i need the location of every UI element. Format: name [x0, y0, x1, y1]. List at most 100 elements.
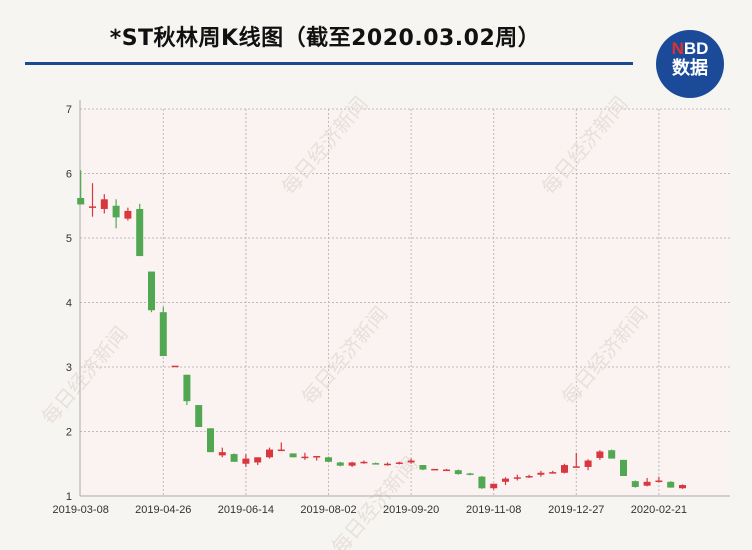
candle-body	[608, 450, 616, 459]
y-tick-label: 4	[66, 298, 72, 310]
candle-body	[395, 462, 403, 464]
candle	[242, 454, 250, 467]
title-underline	[25, 62, 633, 65]
candle-body	[490, 483, 498, 489]
candle	[384, 462, 391, 466]
candle-body	[372, 463, 380, 465]
candle-body	[148, 271, 155, 311]
candle	[537, 470, 545, 477]
axes: 1 2 3 4 5 6 7 2019-03-08 2019-04-26 2019-06-14 201…	[53, 100, 730, 516]
x-tick-label: 2019-12-27	[548, 504, 604, 516]
candle	[525, 474, 533, 478]
candle	[584, 459, 592, 471]
candle	[655, 476, 663, 483]
candle-body	[183, 374, 191, 402]
candle	[277, 442, 285, 452]
candle-body	[443, 469, 450, 472]
candle	[360, 460, 368, 464]
candle-body	[313, 456, 321, 458]
candle-body	[230, 454, 238, 462]
candle-body	[667, 481, 675, 488]
candle	[136, 203, 144, 257]
candle	[631, 480, 639, 488]
candle-body	[407, 460, 415, 463]
candle-body	[100, 199, 108, 209]
candle-body	[419, 465, 427, 470]
logo-brand: NBD	[656, 40, 724, 58]
logo-bd: BD	[683, 39, 709, 58]
candle	[77, 170, 85, 205]
candle	[478, 476, 486, 489]
x-tick-label: 2020-02-21	[631, 504, 687, 516]
y-tick-label: 5	[66, 233, 72, 245]
candle-body	[572, 466, 580, 468]
candle-body	[207, 428, 214, 453]
candle	[502, 477, 509, 486]
candle	[620, 459, 627, 477]
candle-body	[171, 365, 179, 368]
candle	[171, 365, 179, 368]
candle	[183, 374, 191, 406]
candle-body	[242, 458, 250, 464]
candle-body	[136, 208, 144, 257]
candle	[549, 470, 557, 474]
candle-body	[124, 210, 132, 219]
candle	[572, 452, 580, 468]
candle-body	[348, 462, 356, 466]
candle-body	[77, 198, 85, 205]
candle-body	[502, 478, 509, 482]
candle	[679, 484, 686, 489]
candle	[596, 450, 604, 460]
chart-title: *ST秋林周K线图（截至2020.03.02周）	[109, 26, 541, 51]
candle	[289, 453, 297, 458]
x-tick-label: 2019-06-14	[218, 504, 274, 516]
candle	[266, 447, 273, 459]
candle	[372, 462, 380, 465]
candle-body	[631, 481, 639, 487]
candle	[643, 477, 651, 487]
candle-body	[679, 485, 686, 489]
candle-body	[454, 470, 462, 475]
candle-body	[549, 472, 557, 474]
candle-body	[655, 480, 663, 483]
candle-body	[254, 457, 262, 463]
candle-body	[325, 457, 332, 462]
y-tick-label: 2	[66, 427, 72, 439]
candle	[89, 183, 96, 217]
candle-body	[301, 456, 309, 459]
candle	[667, 481, 675, 488]
candle-body	[561, 465, 568, 473]
candle-body	[360, 461, 368, 464]
candle-body	[513, 477, 521, 479]
candle	[301, 452, 309, 460]
candle	[490, 483, 498, 490]
y-tick-label: 6	[66, 169, 72, 181]
candle	[336, 461, 344, 467]
candle	[431, 468, 439, 471]
candle	[454, 469, 462, 475]
candle	[395, 461, 403, 465]
logo-n: N	[671, 39, 684, 58]
candle-body	[112, 205, 120, 218]
candle	[348, 461, 356, 467]
candle	[608, 449, 616, 459]
candle-body	[195, 405, 203, 427]
candle-body	[336, 462, 344, 466]
candle	[148, 271, 155, 313]
candle-body	[537, 472, 545, 475]
candle	[466, 472, 474, 476]
grid	[80, 108, 730, 496]
candle	[325, 456, 332, 462]
y-tick-label: 3	[66, 362, 72, 374]
candle	[407, 458, 415, 464]
candle	[159, 307, 167, 357]
candles	[77, 170, 686, 490]
x-tick-label: 2019-08-02	[300, 504, 356, 516]
candle-body	[643, 481, 651, 486]
candle	[254, 457, 262, 466]
candle	[443, 468, 450, 472]
candle-body	[266, 449, 273, 458]
y-tick-label: 1	[66, 491, 72, 503]
candle-body	[525, 476, 533, 478]
candle	[513, 474, 521, 481]
